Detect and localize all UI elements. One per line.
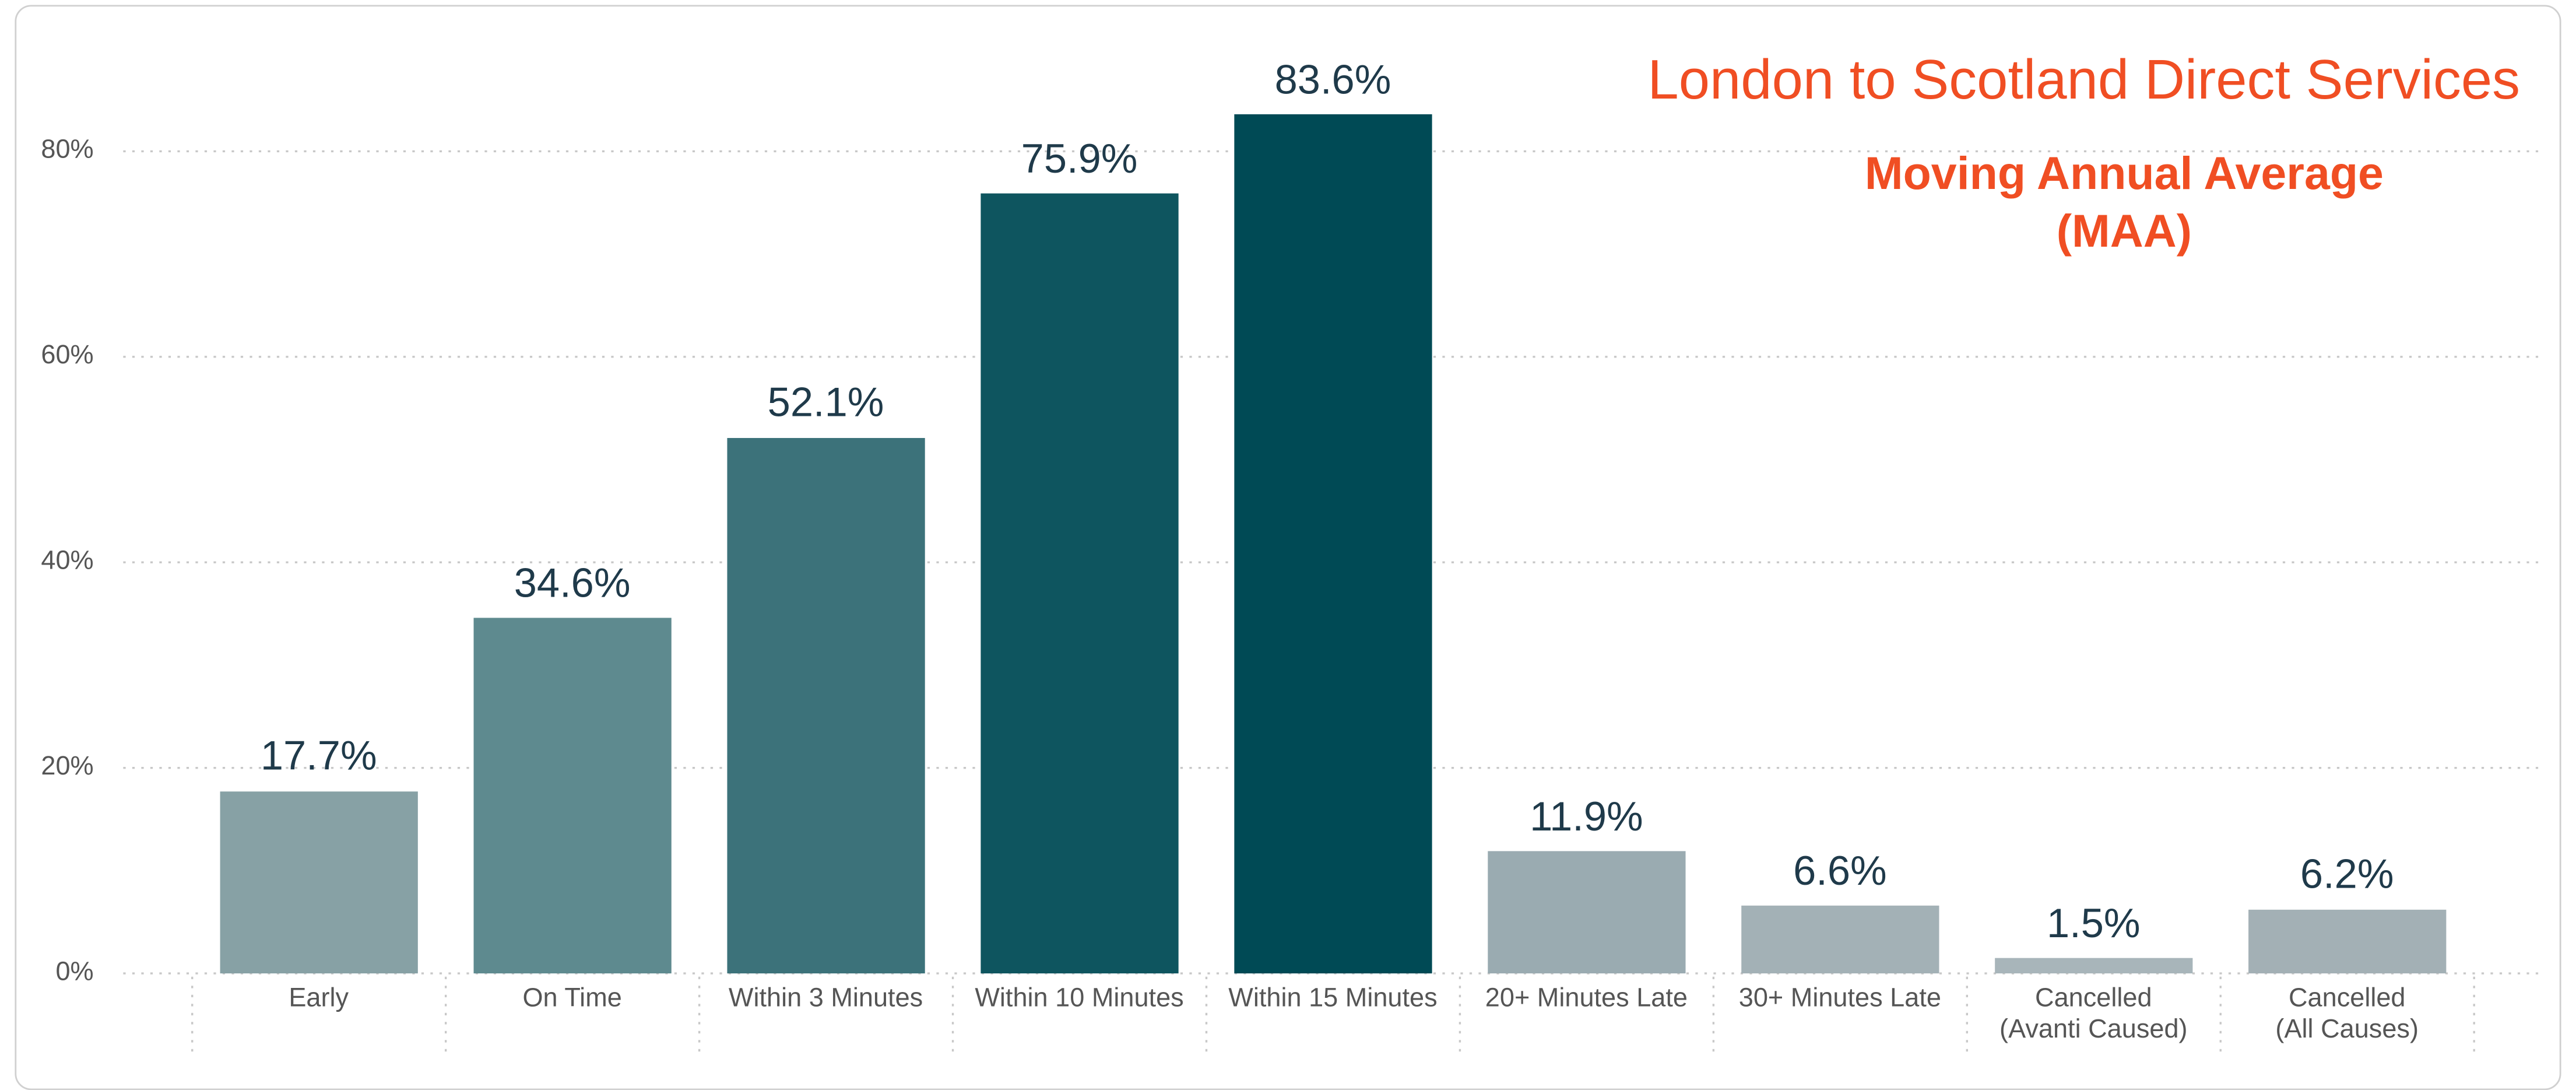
value-label: 75.9% (1021, 135, 1138, 182)
x-tick-label: 30+ Minutes Late (1738, 984, 1941, 1013)
chart-subtitle: Moving Annual Average (MAA) (1864, 148, 2384, 257)
y-tick-label: 0% (55, 958, 94, 987)
value-label: 6.2% (2300, 852, 2394, 899)
value-label: 6.6% (1793, 848, 1887, 895)
bar (220, 791, 418, 974)
bar (981, 193, 1179, 974)
value-label: 1.5% (2046, 900, 2141, 947)
bar (2248, 909, 2447, 974)
value-label: 11.9% (1530, 793, 1643, 840)
value-label: 17.7% (260, 734, 377, 780)
bar (1741, 905, 1939, 974)
value-label: 52.1% (767, 380, 884, 427)
bar (1995, 958, 2193, 974)
y-tick-label: 20% (41, 753, 94, 781)
x-tick-label: 20+ Minutes Late (1485, 984, 1688, 1013)
y-tick-label: 80% (41, 136, 94, 164)
x-tick-label: Within 10 Minutes (975, 984, 1184, 1013)
value-label: 83.6% (1274, 57, 1391, 103)
x-tick-label: Early (289, 984, 349, 1013)
x-tick-label: Within 3 Minutes (728, 984, 923, 1013)
x-tick-label: On Time (522, 984, 622, 1013)
bar (1488, 851, 1686, 974)
bar (727, 438, 925, 974)
x-tick-label: Within 15 Minutes (1228, 984, 1438, 1013)
bar (1234, 114, 1432, 974)
value-label: 34.6% (514, 560, 631, 607)
bar (473, 618, 672, 974)
x-tick-label: Cancelled (Avanti Caused) (1999, 984, 2188, 1045)
chart-title: London to Scotland Direct Services (1647, 49, 2521, 112)
x-tick-label: Cancelled (All Causes) (2275, 984, 2419, 1045)
y-tick-label: 60% (41, 342, 94, 370)
y-tick-label: 40% (41, 547, 94, 576)
